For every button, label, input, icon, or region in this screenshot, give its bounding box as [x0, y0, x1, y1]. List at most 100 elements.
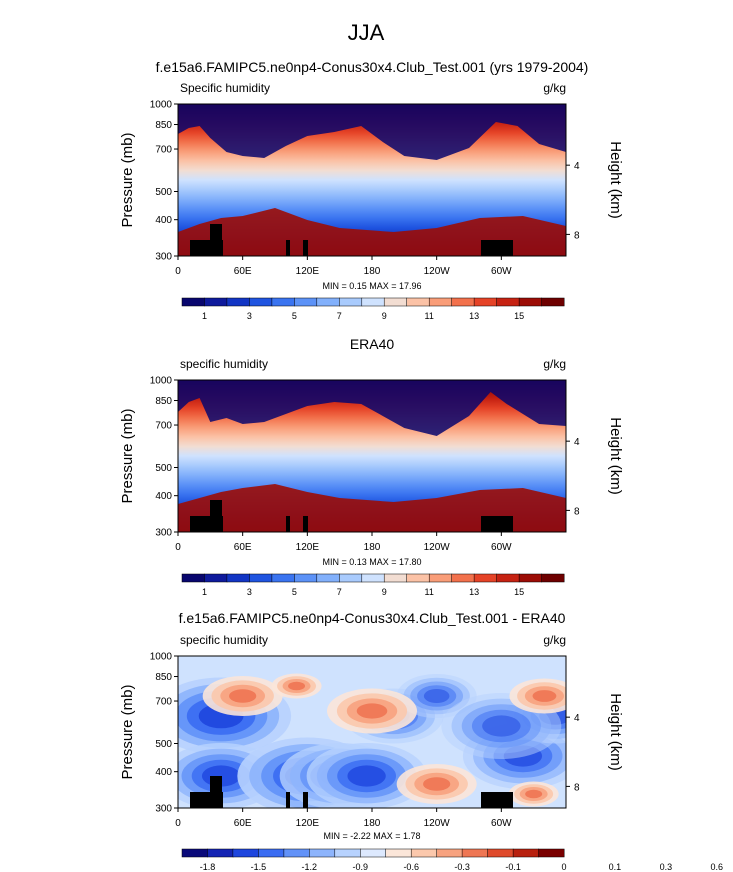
y-tick-label: 1000 [150, 100, 173, 111]
height-tick-label: 4 [574, 713, 580, 724]
colorbar-box [518, 297, 543, 307]
height-tick-label: 4 [574, 161, 580, 172]
colorbar-box [271, 297, 295, 307]
colorbar-label: 3 [247, 311, 252, 321]
topography-mask [210, 500, 222, 516]
colorbar-box [258, 848, 285, 858]
x-tick-label: 60W [491, 542, 512, 553]
colorbar-label: 11 [425, 311, 434, 321]
contour-field [178, 656, 566, 808]
colorbar-label: 3 [247, 587, 252, 597]
moist-boundary-layer [178, 208, 566, 256]
right-axis-label: Height (km) [607, 141, 624, 219]
colorbar-box [383, 573, 408, 583]
contour-field [178, 380, 566, 532]
colorbar-box [181, 297, 205, 307]
topography-mask [481, 240, 513, 256]
colorbar-box [541, 297, 565, 307]
colorbar-box [226, 573, 250, 583]
x-tick-label: 0 [175, 818, 181, 829]
colorbar-box [283, 848, 310, 858]
positive-anomaly [423, 777, 451, 791]
colorbar-box [406, 297, 430, 307]
negative-anomaly [423, 689, 450, 703]
colorbar-box [339, 297, 363, 307]
y-tick-label: 400 [155, 215, 172, 226]
colorbar-label: 9 [382, 587, 387, 597]
colorbar-label: 15 [514, 587, 524, 597]
topography-mask [190, 516, 223, 532]
y-tick-label: 500 [155, 739, 172, 750]
colorbar-box [451, 297, 475, 307]
colorbar-box [361, 573, 385, 583]
colorbar-label: -1.2 [302, 862, 318, 872]
colorbar-box [249, 573, 273, 583]
x-tick-label: 60E [234, 818, 252, 829]
stats-label: MIN = -2.22 MAX = 1.78 [323, 831, 420, 841]
positive-anomaly [288, 681, 306, 691]
height-tick-label: 8 [574, 782, 580, 793]
colorbar-box [334, 848, 361, 858]
topography-mask [286, 516, 290, 532]
x-tick-label: 180 [364, 542, 381, 553]
colorbar-box [181, 848, 208, 858]
units-label: g/kg [543, 81, 566, 95]
colorbar-box [249, 297, 273, 307]
colorbar: 1 3 5 7 9 11 13 15 [181, 573, 565, 597]
colorbar-box [410, 848, 438, 858]
x-tick-label: 120W [424, 818, 451, 829]
colorbar-label: 9 [382, 311, 387, 321]
right-axis-label: Height (km) [607, 417, 624, 495]
colorbar-box [473, 573, 498, 583]
right-axis-label: Height (km) [607, 693, 624, 771]
x-tick-label: 120E [296, 818, 320, 829]
colorbar-label: -1.8 [200, 862, 216, 872]
topography-mask [481, 792, 513, 808]
colorbar-box [436, 848, 463, 858]
topography-mask [190, 792, 223, 808]
positive-anomaly [356, 703, 388, 719]
x-tick-label: 60E [234, 542, 252, 553]
x-tick-label: 60E [234, 266, 252, 277]
y-tick-label: 300 [155, 804, 172, 815]
colorbar-box [309, 848, 336, 858]
x-tick-label: 180 [364, 266, 381, 277]
x-tick-label: 120W [424, 542, 451, 553]
x-tick-label: 180 [364, 818, 381, 829]
colorbar-label: 15 [514, 311, 524, 321]
field-layer [178, 380, 566, 532]
panel-era40: ERA40 specific humidity g/kg 30040050070… [119, 336, 624, 597]
x-tick-label: 120E [296, 266, 320, 277]
contour-field [178, 104, 566, 256]
topography-mask [303, 240, 308, 256]
topography-mask [286, 240, 290, 256]
x-tick-label: 0 [175, 542, 181, 553]
field-layer [178, 656, 566, 808]
colorbar-label: 13 [469, 587, 479, 597]
colorbar: -1.8-1.5-1.2-0.9-0.6-0.3-0.100.10.30.60.… [181, 848, 723, 872]
dry-upper-layer [178, 380, 566, 436]
colorbar-box [181, 573, 205, 583]
height-tick-label: 8 [574, 506, 580, 517]
units-label: g/kg [543, 633, 566, 647]
variable-label: specific humidity [180, 357, 268, 371]
topography-mask [481, 516, 513, 532]
colorbar-label: 1 [202, 587, 207, 597]
panel-model: Specific humidity g/kg 30040050070085010… [119, 81, 624, 321]
colorbar-label: -1.5 [251, 862, 267, 872]
field-layer [178, 104, 566, 256]
colorbar-label: 1 [202, 311, 207, 321]
colorbar-box [385, 848, 412, 858]
colorbar-box [271, 573, 295, 583]
colorbar-label: 7 [337, 311, 342, 321]
topography-mask [303, 516, 308, 532]
colorbar-label: -0.6 [403, 862, 419, 872]
colorbar-label: 5 [292, 311, 297, 321]
colorbar-box [294, 297, 318, 307]
positive-anomaly [525, 789, 543, 799]
colorbar-box [461, 848, 489, 858]
y-axis-label: Pressure (mb) [119, 132, 136, 227]
y-tick-label: 700 [155, 421, 172, 432]
colorbar-box [541, 573, 565, 583]
y-tick-label: 400 [155, 491, 172, 502]
